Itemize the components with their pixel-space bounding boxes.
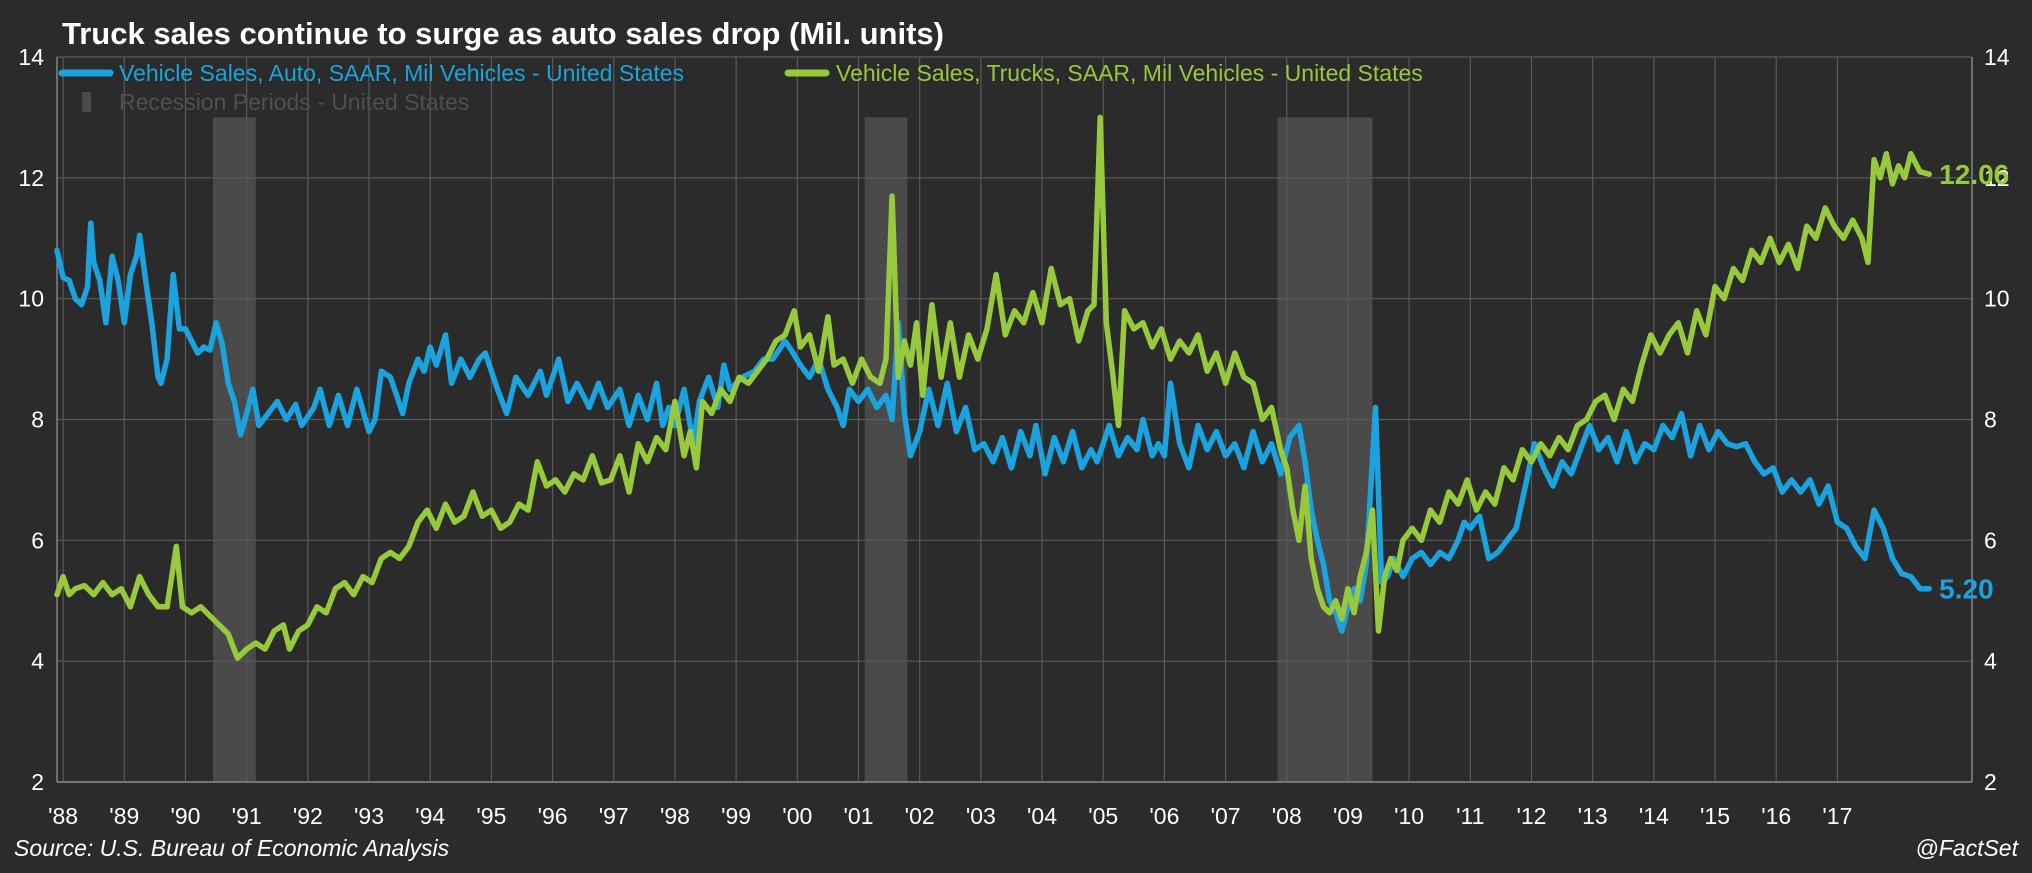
y-tick-label-left: 4 [31, 648, 44, 674]
y-tick-label-left: 8 [31, 407, 44, 433]
legend-item-auto: Vehicle Sales, Auto, SAAR, Mil Vehicles … [58, 60, 684, 86]
recession-band [213, 117, 256, 782]
x-tick-label: '92 [293, 803, 323, 829]
x-tick-label: '04 [1027, 803, 1057, 829]
y-tick-label-left: 6 [31, 527, 44, 553]
x-tick-label: '89 [109, 803, 139, 829]
x-tick-label: '10 [1394, 803, 1424, 829]
y-tick-label-right: 4 [1984, 648, 1997, 674]
y-tick-label-left: 12 [18, 165, 44, 191]
x-tick-label: '96 [538, 803, 568, 829]
x-tick-label: '09 [1333, 803, 1363, 829]
x-tick-label: '07 [1211, 803, 1241, 829]
recession-bands [213, 117, 1373, 782]
y-tick-label-right: 12 [1984, 165, 2010, 191]
x-tick-label: '16 [1761, 803, 1791, 829]
legend: Vehicle Sales, Auto, SAAR, Mil Vehicles … [58, 60, 1423, 115]
x-tick-label: '94 [415, 803, 445, 829]
legend-label-auto: Vehicle Sales, Auto, SAAR, Mil Vehicles … [119, 60, 684, 86]
x-tick-label: '03 [966, 803, 996, 829]
y-tick-label-right: 2 [1984, 769, 1997, 795]
y-tick-label-left: 2 [31, 769, 44, 795]
recession-band [1277, 117, 1373, 782]
y-tick-label-right: 8 [1984, 407, 1997, 433]
x-tick-label: '17 [1822, 803, 1852, 829]
x-tick-label: '95 [476, 803, 506, 829]
y-tick-label-right: 10 [1984, 286, 2010, 312]
x-tick-label: '13 [1578, 803, 1608, 829]
x-tick-label: '11 [1456, 803, 1484, 829]
y-tick-label-left: 14 [18, 44, 44, 70]
end-value-label-trucks: 12.06 [1939, 159, 2009, 190]
x-tick-label: '91 [232, 803, 262, 829]
legend-label-recession: Recession Periods - United States [119, 89, 469, 115]
x-tick-label: '99 [721, 803, 751, 829]
x-tick-label: '98 [660, 803, 690, 829]
x-tick-label: '12 [1516, 803, 1546, 829]
x-tick-label: '06 [1149, 803, 1179, 829]
series-line-auto [54, 220, 1932, 634]
x-tick-label: '08 [1272, 803, 1302, 829]
x-tick-label: '05 [1088, 803, 1118, 829]
x-tick-label: '14 [1639, 803, 1669, 829]
x-tick-label: '01 [843, 803, 873, 829]
x-tick-label: '97 [599, 803, 629, 829]
y-tick-label-left: 10 [18, 286, 44, 312]
x-tick-label: '90 [170, 803, 200, 829]
x-tick-label: '88 [48, 803, 78, 829]
source-note: Source: U.S. Bureau of Economic Analysis [14, 835, 450, 861]
credit-note: @FactSet [1915, 835, 2019, 861]
y-tick-label-right: 14 [1984, 44, 2010, 70]
x-tick-label: '15 [1700, 803, 1730, 829]
y-tick-label-right: 6 [1984, 527, 1997, 553]
x-tick-label: '02 [905, 803, 935, 829]
legend-label-trucks: Vehicle Sales, Trucks, SAAR, Mil Vehicle… [836, 60, 1423, 86]
end-value-label-auto: 5.20 [1939, 574, 1994, 605]
x-tick-label: '93 [354, 803, 384, 829]
axes: 2 2 4 4 6 6 8 8 10 10 12 12 14 14 '88 '89 '90 '91 '92 '93 '9… [18, 44, 2009, 829]
series-lines [54, 114, 1932, 661]
x-tick-label: '00 [782, 803, 812, 829]
chart-title: Truck sales continue to surge as auto sa… [62, 16, 944, 51]
series-line-trucks [54, 114, 1932, 661]
recession-band [864, 117, 908, 782]
legend-item-recession: Recession Periods - United States [82, 89, 469, 115]
legend-swatch-recession [82, 92, 91, 112]
end-labels: 5.20 12.06 [1939, 159, 2009, 604]
legend-item-trucks: Vehicle Sales, Trucks, SAAR, Mil Vehicle… [784, 60, 1423, 86]
